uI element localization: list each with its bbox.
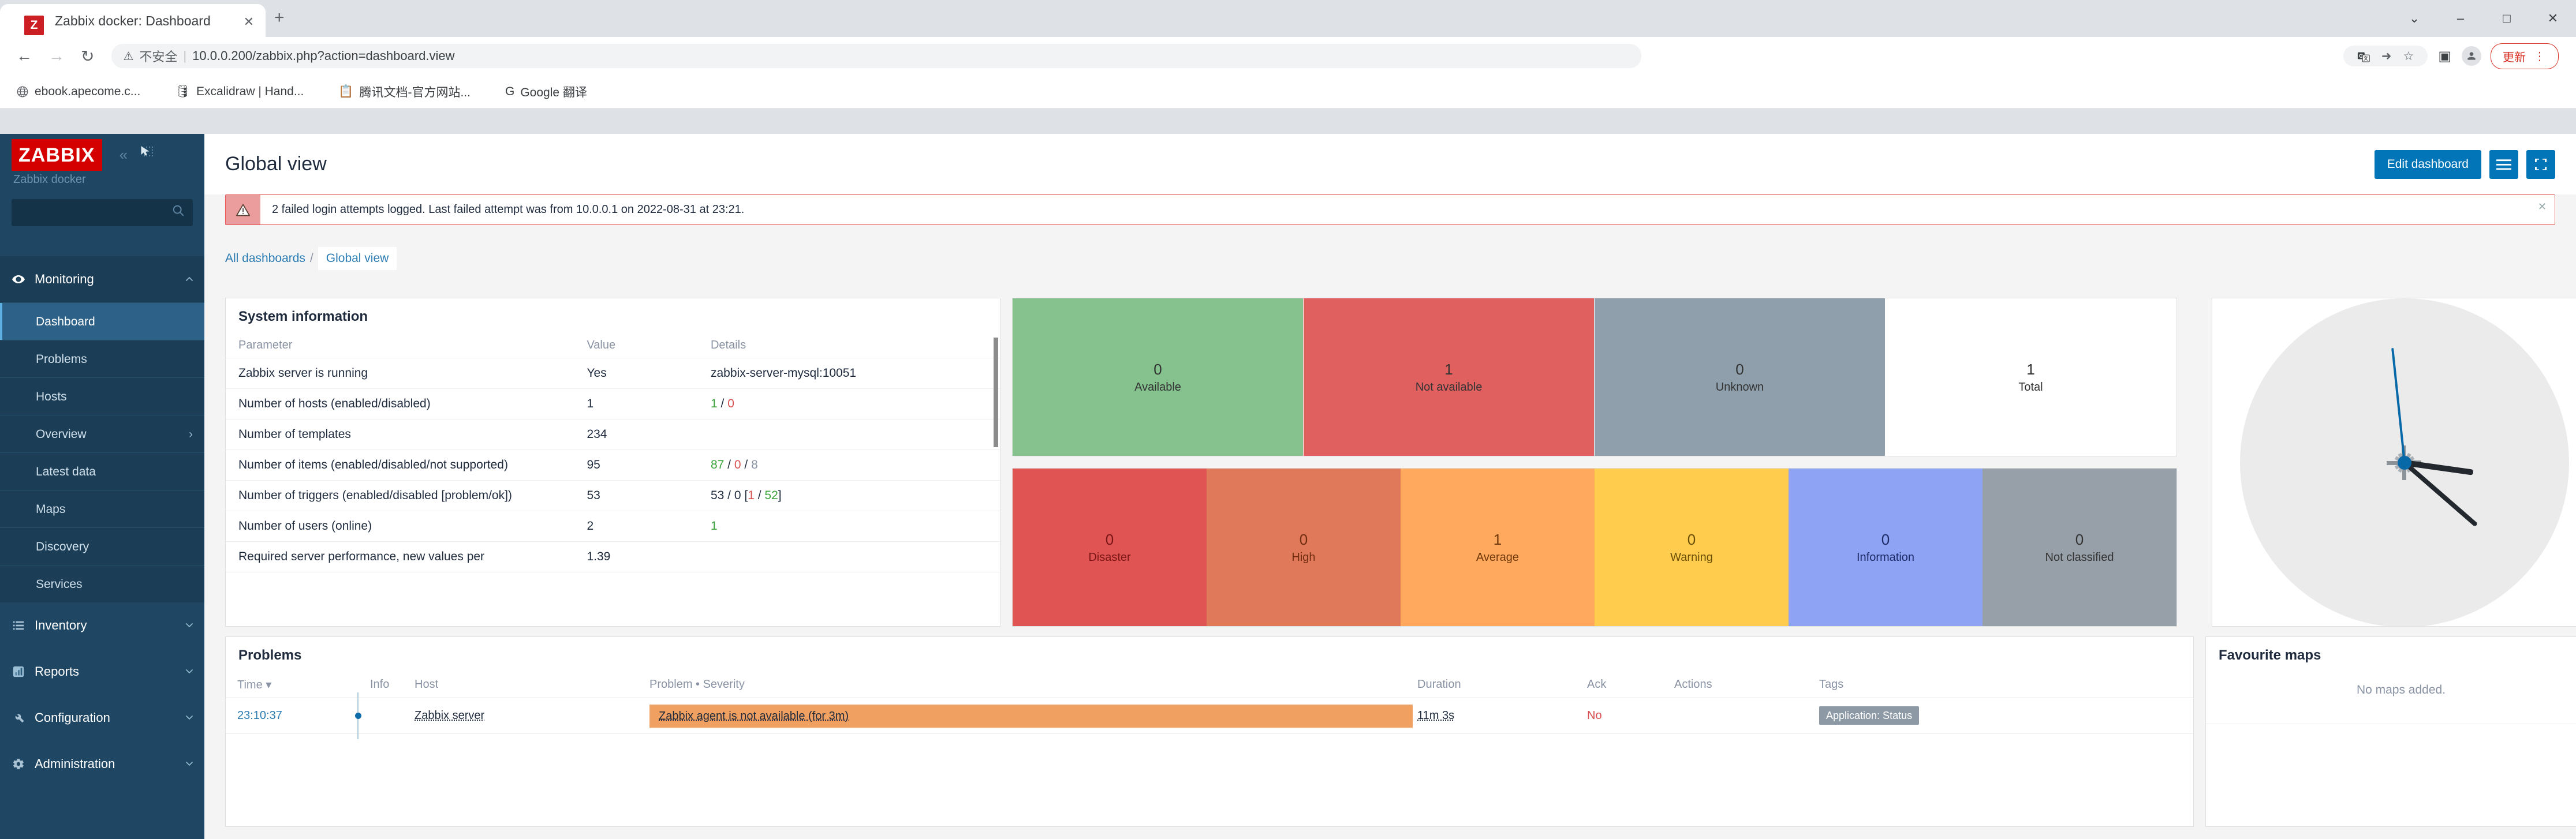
svg-text:文: 文 <box>2364 55 2368 61</box>
